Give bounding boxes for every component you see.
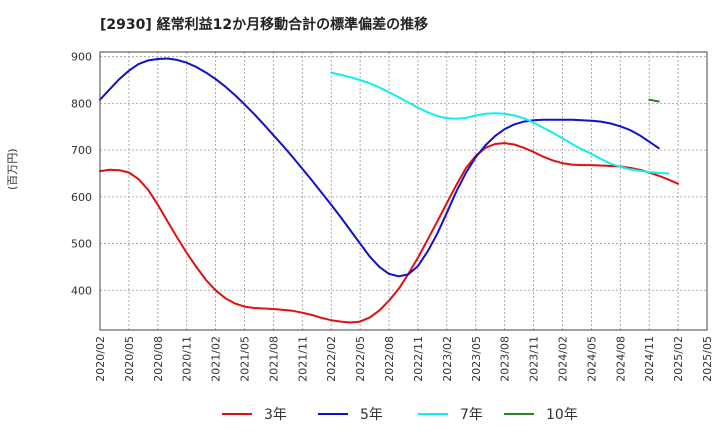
legend: 3年 5年 7年 10年 (222, 407, 578, 423)
x-tick-label: 2021/05 (239, 336, 252, 382)
x-tick-label: 2022/08 (383, 336, 396, 382)
series-layer (99, 57, 680, 324)
plot-background (100, 52, 707, 330)
x-tick-label: 2020/08 (152, 336, 165, 382)
series-line-7年 (330, 71, 670, 175)
grid-lines (99, 52, 708, 330)
y-tick-label: 700 (71, 144, 92, 157)
series-line-10年 (648, 98, 660, 103)
y-tick-label: 500 (71, 238, 92, 251)
series-line-3年 (99, 142, 680, 324)
x-tick-label: 2023/05 (470, 336, 483, 382)
x-tick-label: 2021/08 (267, 336, 280, 382)
x-tick-label: 2022/05 (354, 336, 367, 382)
x-tick-label: 2025/02 (672, 336, 685, 382)
x-tick-label: 2020/02 (94, 336, 107, 382)
x-tick-label: 2021/02 (210, 336, 223, 382)
x-tick-label: 2023/08 (499, 336, 512, 382)
legend-label: 7年 (460, 407, 483, 423)
y-axis-ticks: 400 500 600 700 800 900 (71, 51, 92, 298)
y-tick-label: 600 (71, 191, 92, 204)
legend-label: 5年 (360, 407, 383, 423)
x-tick-label: 2023/11 (528, 336, 541, 382)
x-tick-label: 2024/11 (643, 336, 656, 382)
x-tick-label: 2022/11 (412, 336, 425, 382)
x-tick-label: 2021/11 (296, 336, 309, 382)
x-tick-label: 2024/08 (614, 336, 627, 382)
plot-frame (99, 51, 708, 331)
y-tick-label: 800 (71, 97, 92, 110)
x-tick-label: 2024/02 (556, 336, 569, 382)
legend-label: 10年 (546, 407, 578, 423)
chart-title: [2930] 経常利益12か月移動合計の標準偏差の推移 (100, 17, 429, 33)
x-tick-label: 2020/11 (181, 336, 194, 382)
series-line-5年 (99, 57, 660, 278)
x-tick-label: 2023/02 (441, 336, 454, 382)
y-tick-label: 400 (71, 284, 92, 297)
x-tick-label: 2022/02 (325, 336, 338, 382)
legend-label: 3年 (264, 407, 287, 423)
x-axis-ticks: 2020/02 2020/05 2020/08 2020/11 2021/02 2021/… (94, 336, 714, 382)
x-tick-label: 2024/05 (585, 336, 598, 382)
x-tick-label: 2025/05 (701, 336, 714, 382)
x-tick-label: 2020/05 (123, 336, 136, 382)
y-tick-label: 900 (71, 51, 92, 64)
